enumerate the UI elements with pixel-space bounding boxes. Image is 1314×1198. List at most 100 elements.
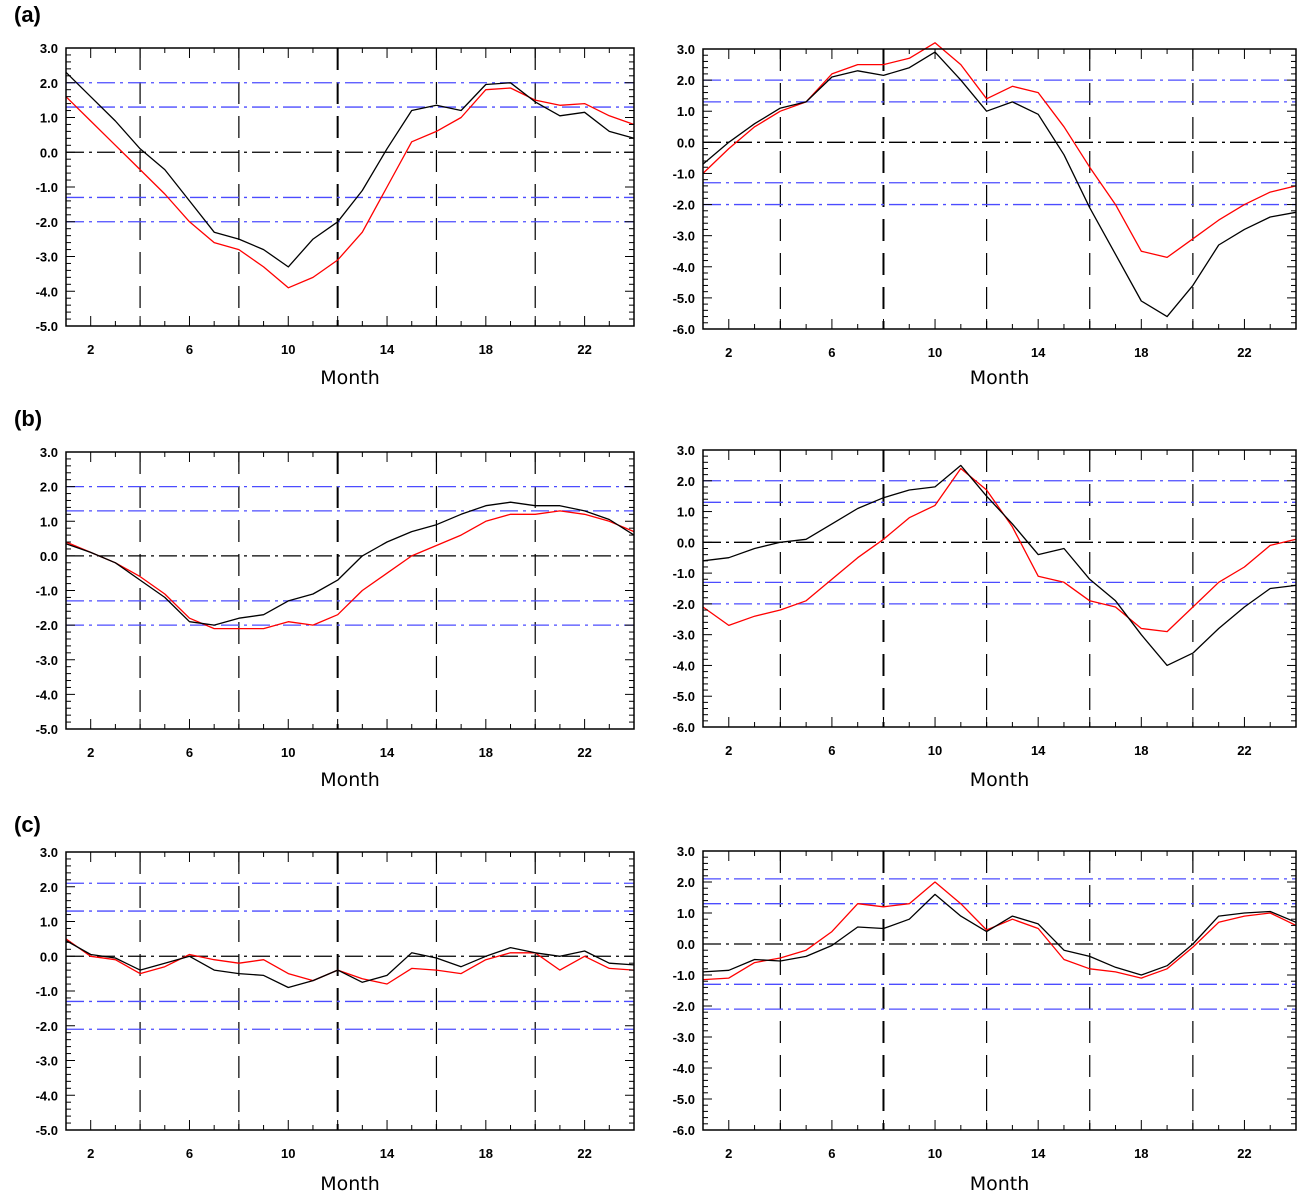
- panel-1-1-ytick-label: -5.0: [36, 319, 58, 334]
- panel-1-2-series-red-line: [702, 42, 1297, 259]
- panel-3-1-xtick-label: 14: [380, 1146, 395, 1161]
- row-label-b-text: (b): [14, 406, 42, 431]
- panel-3-2-ytick-label: 3.0: [677, 844, 695, 859]
- panel-1-1-xtick-label: 14: [380, 342, 395, 357]
- panel-3-1: -5.0 -4.0 -3.0 -2.0 -1.0 0.0 1.0 2.0 3.0 2 6 10 14 18…: [36, 845, 635, 1195]
- panel-1-1: -5.0 -4.0 -3.0 -2.0 -1.0 0.0 1.0 2.0 3.0 2 6 10 14 18…: [36, 41, 635, 389]
- panel-3-1-xtick-label: 22: [577, 1146, 591, 1161]
- panel-1-2-ytick-label: -3.0: [673, 229, 695, 244]
- panel-3-1-ytick-label: 2.0: [40, 880, 58, 895]
- panel-2-1-ytick-label: 2.0: [40, 480, 58, 495]
- panel-3-1-ytick-label: 3.0: [40, 845, 58, 860]
- row-label-b: (b): [14, 406, 42, 431]
- panel-2-2-series-black-line: [702, 464, 1297, 667]
- panel-2-1-series-black-line: [65, 501, 635, 626]
- panel-2-1-xtick-label: 6: [186, 745, 193, 760]
- panel-3-2-xtick-label: 10: [928, 1146, 942, 1161]
- panel-3-2-xtick-label: 2: [725, 1146, 732, 1161]
- panel-1-1-xtick-label: 10: [281, 342, 295, 357]
- panel-2-2-ytick-label: -2.0: [673, 597, 695, 612]
- panel-2-1-ytick-label: 3.0: [40, 445, 58, 460]
- panel-1-2-xtick-label: 2: [725, 345, 732, 360]
- panel-2-2-frame: [702, 449, 1297, 728]
- panel-3-1-xtick-label: 10: [281, 1146, 295, 1161]
- panel-3-2-xaxis-title: Month: [970, 1173, 1030, 1195]
- panel-2-2-xtick-label: 2: [725, 743, 732, 758]
- panel-1-2-xtick-label: 10: [928, 345, 942, 360]
- panel-1-2: -6.0 -5.0 -4.0 -3.0 -2.0 -1.0 0.0 1.0 2.0 3.0 2 6 10…: [673, 42, 1297, 389]
- panel-2-2-xaxis-title: Month: [970, 769, 1030, 791]
- panel-3-1-ytick-label: -4.0: [36, 1088, 58, 1103]
- panel-1-2-ytick-label: -2.0: [673, 198, 695, 213]
- panel-2-2-ytick-label: -1.0: [673, 566, 695, 581]
- panel-2-2-series-red-line: [702, 467, 1297, 633]
- panel-1-2-ytick-label: 0.0: [677, 135, 695, 150]
- panel-2-2-ytick-label: -3.0: [673, 628, 695, 643]
- panel-1-1-ytick-label: 3.0: [40, 41, 58, 56]
- panel-3-1-series-red-line: [65, 938, 635, 985]
- panel-2-2-ytick-label: 2.0: [677, 474, 695, 489]
- panel-1-2-ytick-label: 1.0: [677, 104, 695, 119]
- panel-1-2-xtick-label: 14: [1031, 345, 1046, 360]
- panel-3-1-ytick-label: -5.0: [36, 1123, 58, 1138]
- panel-1-1-xtick-label: 2: [87, 342, 94, 357]
- panel-1-2-ytick-label: 3.0: [677, 42, 695, 57]
- panel-2-2-ytick-label: 1.0: [677, 505, 695, 520]
- panel-2-1-xaxis-title: Month: [320, 769, 380, 791]
- row-label-c-text: (c): [14, 812, 41, 837]
- panel-1-1-xtick-label: 18: [479, 342, 493, 357]
- row-label-a: (a): [14, 2, 41, 27]
- panel-3-1-series-black-line: [65, 940, 635, 989]
- panel-3-2-frame: [702, 850, 1297, 1131]
- panel-2-1-xtick-label: 22: [577, 745, 591, 760]
- panel-1-1-ytick-label: -4.0: [36, 284, 58, 299]
- panel-3-1-ytick-label: 1.0: [40, 915, 58, 930]
- panel-3-1-xtick-label: 6: [186, 1146, 193, 1161]
- panel-2-2-xtick-label: 6: [828, 743, 835, 758]
- panel-3-2-series-black-line: [702, 893, 1297, 976]
- panel-2-1-ytick-label: 1.0: [40, 514, 58, 529]
- panel-2-1-xtick-label: 10: [281, 745, 295, 760]
- panel-2-2-ytick-label: -6.0: [673, 720, 695, 735]
- panel-1-1-xaxis-title: Month: [320, 367, 380, 389]
- panel-3-1-ytick-label: -2.0: [36, 1019, 58, 1034]
- panel-1-1-ytick-label: -2.0: [36, 215, 58, 230]
- panel-3-1-frame: [65, 851, 635, 1131]
- panel-3-1-ytick-label: -1.0: [36, 984, 58, 999]
- panel-3-2-ytick-label: -5.0: [673, 1092, 695, 1107]
- panel-2-1-ytick-label: -2.0: [36, 618, 58, 633]
- panel-2-1-ytick-label: -4.0: [36, 687, 58, 702]
- panel-1-2-ytick-label: -5.0: [673, 291, 695, 306]
- panel-1-1-series-red-line: [65, 87, 635, 289]
- panel-1-1-ytick-label: 1.0: [40, 111, 58, 126]
- panel-2-2-xtick-label: 10: [928, 743, 942, 758]
- panel-1-2-ytick-label: -1.0: [673, 166, 695, 181]
- panel-1-2-xtick-label: 22: [1237, 345, 1251, 360]
- panel-1-2-xtick-label: 6: [828, 345, 835, 360]
- panel-2-2-ytick-label: -4.0: [673, 658, 695, 673]
- panel-1-2-ytick-label: -4.0: [673, 260, 695, 275]
- panel-2-1-xtick-label: 2: [87, 745, 94, 760]
- panel-2-2-ytick-label: -5.0: [673, 689, 695, 704]
- panel-1-2-frame: [702, 48, 1297, 330]
- panel-3-2-xtick-label: 14: [1031, 1146, 1046, 1161]
- panel-1-2-ytick-label: -6.0: [673, 322, 695, 337]
- panel-1-1-ytick-label: -1.0: [36, 180, 58, 195]
- panel-3-1-xaxis-title: Month: [320, 1173, 380, 1195]
- panel-2-1-ytick-label: -3.0: [36, 653, 58, 668]
- panel-3-1-ytick-label: 0.0: [40, 949, 58, 964]
- panel-2-1-frame: [65, 451, 635, 730]
- panel-1-1-xtick-label: 22: [577, 342, 591, 357]
- panel-1-2-xaxis-title: Month: [970, 367, 1030, 389]
- panel-1-1-ytick-label: -3.0: [36, 250, 58, 265]
- panel-1-1-ytick-label: 2.0: [40, 76, 58, 91]
- panel-3-2-ytick-label: 1.0: [677, 906, 695, 921]
- panel-2-2-xtick-label: 22: [1237, 743, 1251, 758]
- panel-2-1-series-red-line: [65, 510, 635, 630]
- panel-2-1-xtick-label: 14: [380, 745, 395, 760]
- panel-1-1-series-black-line: [65, 71, 635, 268]
- panel-3-2: -6.0 -5.0 -4.0 -3.0 -2.0 -1.0 0.0 1.0 2.0 3.0 2 6 10…: [673, 844, 1297, 1195]
- panel-3-2-ytick-label: -6.0: [673, 1123, 695, 1138]
- panel-3-2-ytick-label: -3.0: [673, 1030, 695, 1045]
